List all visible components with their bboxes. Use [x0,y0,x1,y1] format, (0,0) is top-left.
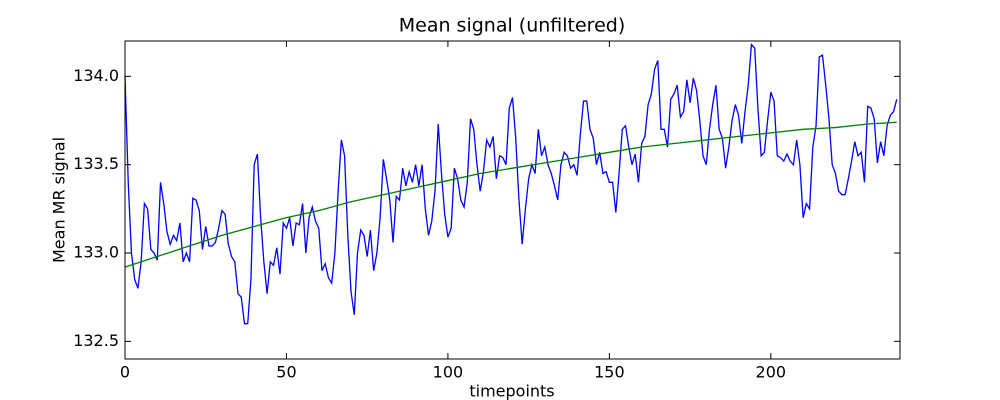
chart-title: Mean signal (unfiltered) [399,15,626,37]
data-line [124,121,897,268]
x-tick-label: 100 [433,363,464,382]
x-tick-label: 0 [120,363,130,382]
x-tick-label: 50 [276,363,296,382]
y-tick-label: 132.5 [73,331,119,350]
data-line [124,42,898,325]
y-tick-label: 133.0 [73,243,119,262]
y-axis-label: Mean MR signal [50,137,69,263]
plot-frame [124,40,901,360]
x-axis-label: timepoints [469,382,554,400]
x-tick-label: 200 [756,363,787,382]
y-tick-label: 134.0 [73,66,119,85]
y-tick-label: 133.5 [73,154,119,173]
x-tick-label: 150 [594,363,625,382]
